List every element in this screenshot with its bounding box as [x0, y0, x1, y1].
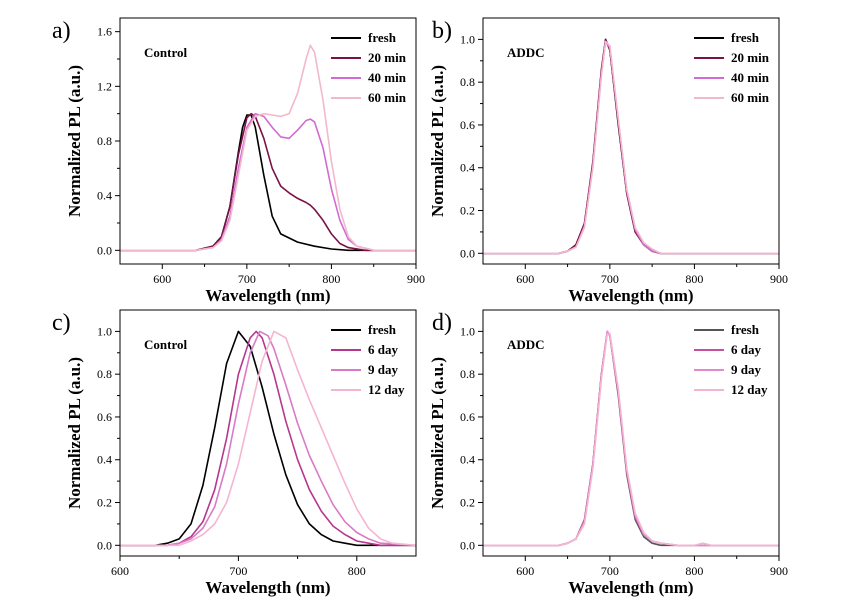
series-line-40-min — [120, 112, 416, 252]
y-tick-label: 0.2 — [460, 204, 475, 218]
legend-label: 6 day — [368, 342, 398, 357]
legend-label: 9 day — [368, 362, 398, 377]
legend-label: fresh — [368, 30, 397, 45]
x-tick-label: 700 — [601, 564, 619, 578]
legend-label: 12 day — [368, 382, 405, 397]
series-line-60-min — [120, 44, 416, 252]
x-tick-label: 600 — [111, 564, 129, 578]
x-tick-label: 900 — [407, 272, 425, 286]
y-tick-label: 0.4 — [97, 453, 112, 467]
x-tick-label: 900 — [770, 564, 788, 578]
legend-label: fresh — [731, 322, 760, 337]
series-line-60-min — [483, 40, 779, 255]
sample-annotation: ADDC — [507, 45, 545, 60]
x-axis-title: Wavelength (nm) — [568, 286, 693, 305]
panel-label: b) — [432, 18, 452, 44]
y-tick-label: 0.8 — [97, 367, 112, 381]
x-tick-label: 700 — [229, 564, 247, 578]
series-line-6-day — [120, 330, 416, 547]
legend-label: 6 day — [731, 342, 761, 357]
legend-label: 60 min — [731, 90, 770, 105]
x-tick-label: 800 — [322, 272, 340, 286]
series-line-12-day — [483, 332, 779, 547]
y-axis-title: Normalized PL (a.u.) — [65, 357, 84, 509]
x-tick-label: 800 — [685, 272, 703, 286]
y-tick-label: 1.2 — [97, 79, 112, 93]
x-tick-label: 800 — [348, 564, 366, 578]
x-tick-label: 600 — [516, 564, 534, 578]
y-axis-title: Normalized PL (a.u.) — [65, 65, 84, 217]
panel-label: d) — [432, 310, 452, 336]
y-tick-label: 0.8 — [460, 75, 475, 89]
x-tick-label: 600 — [516, 272, 534, 286]
y-tick-label: 0.8 — [97, 134, 112, 148]
y-tick-label: 1.0 — [460, 32, 475, 46]
x-tick-label: 900 — [770, 272, 788, 286]
series-line-fresh — [120, 330, 416, 547]
chart-panel-c: c) 600 700 800 0.0 0.2 0.4 0.6 0.8 1.0 Wavelength … — [52, 309, 417, 597]
y-tick-label: 0.2 — [460, 496, 475, 510]
sample-annotation: Control — [144, 45, 187, 60]
y-tick-label: 0.4 — [460, 453, 475, 467]
x-tick-label: 700 — [238, 272, 256, 286]
x-tick-label: 800 — [685, 564, 703, 578]
y-tick-label: 0.4 — [97, 189, 112, 203]
y-tick-label: 0.6 — [460, 118, 475, 132]
series-line-fresh — [120, 114, 416, 252]
y-tick-label: 1.0 — [460, 324, 475, 338]
legend-label: fresh — [731, 30, 760, 45]
series-line-12-day — [120, 330, 416, 547]
legend-label: 20 min — [731, 50, 770, 65]
plot-frame — [119, 309, 417, 557]
y-tick-label: 0.0 — [97, 243, 112, 257]
y-tick-label: 0.6 — [460, 410, 475, 424]
x-tick-label: 600 — [153, 272, 171, 286]
panel-label: a) — [52, 18, 71, 44]
y-axis-title: Normalized PL (a.u.) — [428, 357, 447, 509]
legend-label: fresh — [368, 322, 397, 337]
y-tick-label: 0.4 — [460, 161, 475, 175]
legend-label: 60 min — [368, 90, 407, 105]
legend-label: 12 day — [731, 382, 768, 397]
chart-panel-d: d) 600 700 800 900 0.0 0.2 0.4 0.6 0.8 1.0 Waveleng… — [428, 309, 788, 597]
y-tick-label: 1.0 — [97, 324, 112, 338]
y-tick-label: 0.0 — [97, 538, 112, 552]
plot-frame — [482, 309, 780, 557]
y-tick-label: 1.6 — [97, 25, 112, 39]
legend-label: 40 min — [731, 70, 770, 85]
legend-label: 9 day — [731, 362, 761, 377]
x-axis-title: Wavelength (nm) — [205, 578, 330, 597]
y-tick-label: 0.8 — [460, 367, 475, 381]
chart-panel-b: b) 600 700 800 900 0.0 0.2 0.4 0.6 0.8 1.0 Waveleng… — [428, 17, 788, 305]
x-axis-title: Wavelength (nm) — [205, 286, 330, 305]
series-line-20-min — [120, 112, 416, 252]
x-axis-title: Wavelength (nm) — [568, 578, 693, 597]
y-tick-label: 0.0 — [460, 538, 475, 552]
sample-annotation: ADDC — [507, 337, 545, 352]
chart-panel-a: a) 600 700 800 900 0.0 0.4 0.8 1.2 1.6 Wavelength … — [52, 17, 425, 305]
plot-frame — [482, 17, 780, 265]
legend-label: 40 min — [368, 70, 407, 85]
legend-label: 20 min — [368, 50, 407, 65]
y-axis-title: Normalized PL (a.u.) — [428, 65, 447, 217]
y-tick-label: 0.6 — [97, 410, 112, 424]
y-tick-label: 0.0 — [460, 246, 475, 260]
sample-annotation: Control — [144, 337, 187, 352]
x-tick-label: 700 — [601, 272, 619, 286]
series-line-9-day — [120, 330, 416, 547]
y-tick-label: 0.2 — [97, 496, 112, 510]
panel-label: c) — [52, 310, 71, 336]
